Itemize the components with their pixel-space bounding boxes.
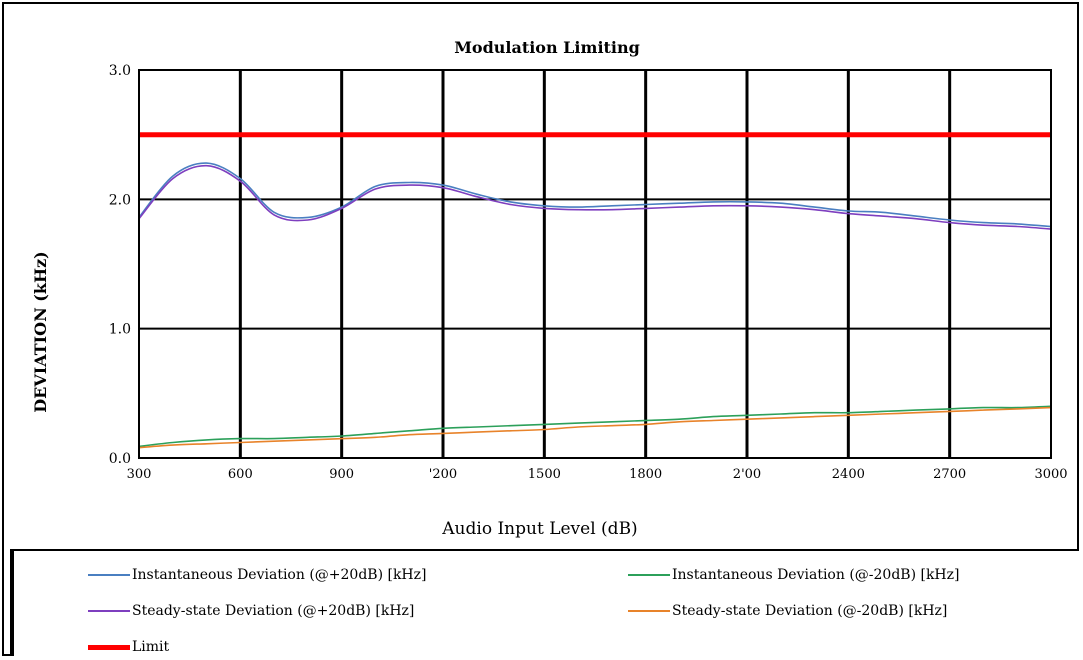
chart-title: Modulation Limiting <box>454 38 640 57</box>
x-tick-label: 1800 <box>629 467 662 482</box>
x-tick-label: 3000 <box>1034 467 1067 482</box>
legend-item-inst-plus: Instantaneous Deviation (@+20dB) [kHz] <box>88 565 426 585</box>
series-line-inst-minus <box>138 405 1052 448</box>
y-tick-label: 1.0 <box>109 322 131 338</box>
legend-item-steady-plus: Steady-state Deviation (@+20dB) [kHz] <box>88 601 414 621</box>
legend-label: Steady-state Deviation (@-20dB) [kHz] <box>672 603 948 619</box>
series-line-inst-plus <box>138 162 1052 228</box>
legend-label: Instantaneous Deviation (@-20dB) [kHz] <box>672 567 960 583</box>
legend-label: Steady-state Deviation (@+20dB) [kHz] <box>132 603 415 619</box>
legend: Instantaneous Deviation (@+20dB) [kHz] I… <box>10 549 1079 656</box>
x-tick-label: 900 <box>329 467 354 482</box>
grid-layer <box>139 70 1051 458</box>
x-tick-label: 2'00 <box>733 467 761 482</box>
x-tick-label: 2700 <box>933 467 966 482</box>
legend-item-steady-minus: Steady-state Deviation (@-20dB) [kHz] <box>628 601 947 621</box>
x-tick-label: 600 <box>228 467 253 482</box>
legend-swatch-steady-minus <box>628 610 670 612</box>
x-tick-label: 1500 <box>528 467 561 482</box>
legend-swatch-limit <box>88 644 130 650</box>
series-line-steady-minus <box>138 406 1052 449</box>
legend-label: Limit <box>132 639 170 655</box>
legend-swatch-steady-plus <box>88 610 130 612</box>
x-tick-label: 300 <box>127 467 152 482</box>
plot-area-border <box>138 69 1052 459</box>
y-tick-label: 0.0 <box>109 451 131 467</box>
x-tick-label: 2400 <box>832 467 865 482</box>
y-axis-label: DEVIATION (kHz) <box>31 251 50 412</box>
x-tick-label: '200 <box>429 467 457 482</box>
series-layer <box>138 132 1052 449</box>
y-tick-label: 2.0 <box>109 192 131 208</box>
x-axis-label: Audio Input Level (dB) <box>441 519 637 539</box>
chart-svg: Modulation Limiting Audio Input Level (d… <box>31 38 1068 539</box>
tick-layer: 300 600 900 '200 1500 1800 2'00 2400 2700 3000 0.0… <box>109 63 1068 482</box>
legend-swatch-inst-minus <box>628 574 670 576</box>
legend-label: Instantaneous Deviation (@+20dB) [kHz] <box>132 567 427 583</box>
legend-item-limit: Limit <box>88 637 169 657</box>
legend-swatch-inst-plus <box>88 574 130 576</box>
legend-item-inst-minus: Instantaneous Deviation (@-20dB) [kHz] <box>628 565 959 585</box>
y-tick-label: 3.0 <box>109 63 131 79</box>
series-line-steady-plus <box>138 164 1052 230</box>
